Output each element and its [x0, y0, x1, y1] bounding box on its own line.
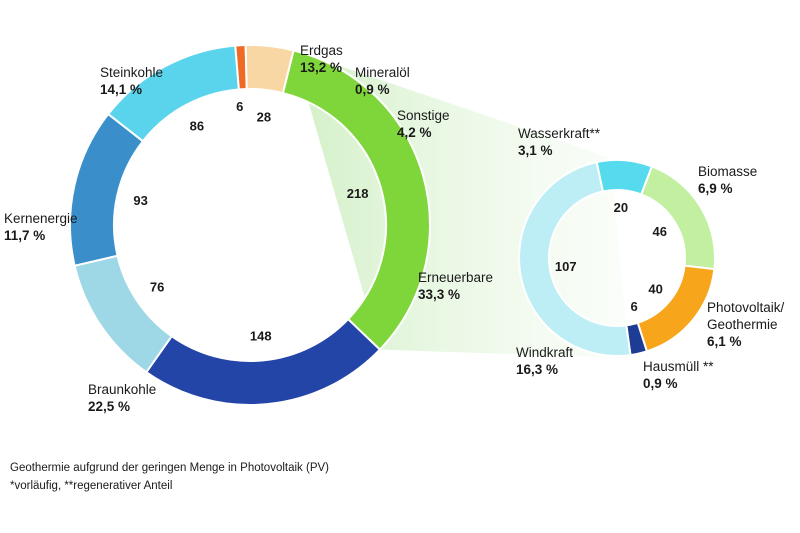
label-biomasse: Biomasse 6,9 % — [698, 164, 757, 196]
segment-steinkohle — [69, 112, 145, 267]
value-erdgas: 86 — [190, 118, 204, 133]
segment-labels: Erneuerbare 33,3 % Braunkohle 22,5 % Kernene… — [4, 43, 785, 414]
label-name-photovoltaik-geothermie: Geothermie — [707, 317, 778, 332]
label-name-windkraft: Windkraft — [516, 345, 573, 360]
label-kernenergie: Kernenergie 11,7 % — [4, 211, 78, 243]
label-sonstige: Sonstige 4,2 % — [397, 108, 450, 140]
label-share-sonstige: 4,2 % — [397, 125, 432, 140]
label-name-photovoltaik-geothermie: Photovoltaik/ — [707, 300, 785, 315]
value-windkraft: 107 — [555, 259, 577, 274]
label-braunkohle: Braunkohle 22,5 % — [88, 382, 156, 414]
label-share-windkraft: 16,3 % — [516, 362, 558, 377]
value-mineraloel: 6 — [236, 99, 243, 114]
label-share-erdgas: 13,2 % — [300, 60, 342, 75]
label-mineraloel: Mineralöl 0,9 % — [355, 65, 410, 97]
value-wasserkraft: 20 — [614, 200, 628, 215]
renewables-donut: 20 46 40 6 107 — [518, 159, 716, 357]
value-braunkohle: 148 — [250, 328, 272, 343]
label-name-braunkohle: Braunkohle — [88, 382, 156, 397]
segment-photovoltaik-geothermie — [636, 264, 716, 353]
label-name-sonstige: Sonstige — [397, 108, 450, 123]
label-name-kernenergie: Kernenergie — [4, 211, 78, 226]
value-erneuerbare: 218 — [347, 186, 369, 201]
segment-windkraft — [518, 160, 632, 357]
value-photovoltaik-geothermie: 40 — [648, 282, 662, 297]
label-erdgas: Erdgas 13,2 % — [300, 43, 343, 75]
label-photovoltaik-geothermie: Photovoltaik/Geothermie 6,1 % — [707, 300, 785, 349]
label-share-mineraloel: 0,9 % — [355, 82, 390, 97]
label-share-steinkohle: 14,1 % — [100, 82, 142, 97]
value-kernenergie: 76 — [150, 280, 164, 295]
value-sonstige: 28 — [257, 110, 271, 125]
label-name-hausmuell: Hausmüll ** — [643, 359, 714, 374]
value-hausmuell: 6 — [630, 299, 637, 314]
label-name-mineraloel: Mineralöl — [355, 65, 410, 80]
label-steinkohle: Steinkohle 14,1 % — [100, 65, 163, 97]
segment-kernenergie — [73, 254, 174, 374]
footnote-legend: *vorläufig, **regenerativer Anteil — [10, 480, 173, 492]
label-share-braunkohle: 22,5 % — [88, 399, 130, 414]
label-share-kernenergie: 11,7 % — [4, 228, 45, 243]
label-hausmuell: Hausmüll ** 0,9 % — [643, 359, 714, 391]
label-name-wasserkraft: Wasserkraft** — [518, 126, 601, 141]
label-share-photovoltaik-geothermie: 6,1 % — [707, 334, 742, 349]
value-biomasse: 46 — [652, 224, 666, 239]
label-name-erneuerbare: Erneuerbare — [418, 270, 493, 285]
label-name-biomasse: Biomasse — [698, 164, 757, 179]
label-erneuerbare: Erneuerbare 33,3 % — [418, 270, 493, 302]
label-share-hausmuell: 0,9 % — [643, 376, 678, 391]
label-share-biomasse: 6,9 % — [698, 181, 733, 196]
label-share-wasserkraft: 3,1 % — [518, 143, 553, 158]
footnote-geothermie: Geothermie aufgrund der geringen Menge i… — [10, 462, 329, 474]
label-share-erneuerbare: 33,3 % — [418, 287, 460, 302]
main-donut: 218 148 76 93 86 6 28 — [69, 44, 431, 406]
label-name-erdgas: Erdgas — [300, 43, 343, 58]
value-steinkohle: 93 — [133, 193, 147, 208]
segment-sonstige — [244, 44, 295, 95]
label-wasserkraft: Wasserkraft** 3,1 % — [518, 126, 601, 158]
label-windkraft: Windkraft 16,3 % — [516, 345, 573, 377]
label-name-steinkohle: Steinkohle — [100, 65, 163, 80]
